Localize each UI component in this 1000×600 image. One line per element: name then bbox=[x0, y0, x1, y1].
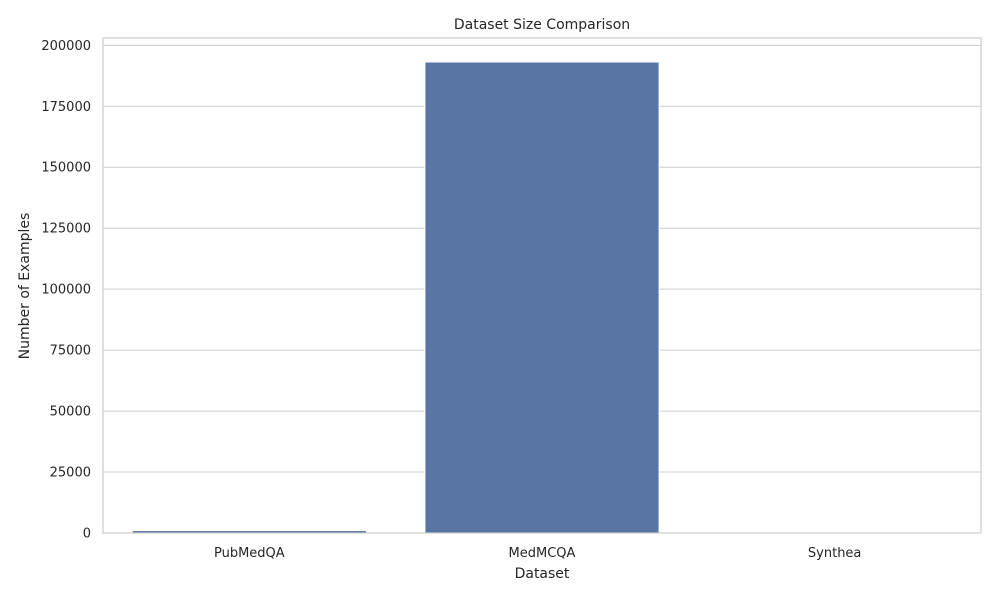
y-tick-labels: 0 25000 50000 75000 100000 125000 150000 175000… bbox=[41, 39, 91, 542]
x-tick-label: PubMedQA bbox=[214, 546, 285, 561]
x-tick-label: Synthea bbox=[808, 546, 862, 561]
y-tick-label: 0 bbox=[83, 527, 91, 542]
bar-medmcqa bbox=[424, 61, 660, 534]
x-tick-labels: PubMedQA MedMCQA Synthea bbox=[214, 546, 861, 561]
y-tick-label: 150000 bbox=[41, 161, 91, 176]
x-tick-label: MedMCQA bbox=[509, 546, 576, 561]
y-tick-label: 175000 bbox=[41, 100, 91, 115]
bars bbox=[131, 61, 660, 534]
y-tick-label: 100000 bbox=[41, 283, 91, 298]
y-axis-label: Number of Examples bbox=[17, 213, 33, 360]
plot-frame bbox=[102, 37, 982, 534]
y-tick-label: 25000 bbox=[50, 466, 91, 481]
y-tick-label: 200000 bbox=[41, 39, 91, 54]
chart-title: Dataset Size Comparison bbox=[454, 17, 630, 33]
y-tick-label: 125000 bbox=[41, 222, 91, 237]
y-tick-label: 75000 bbox=[50, 344, 91, 359]
x-axis-label: Dataset bbox=[515, 566, 570, 582]
y-tick-label: 50000 bbox=[50, 405, 91, 420]
